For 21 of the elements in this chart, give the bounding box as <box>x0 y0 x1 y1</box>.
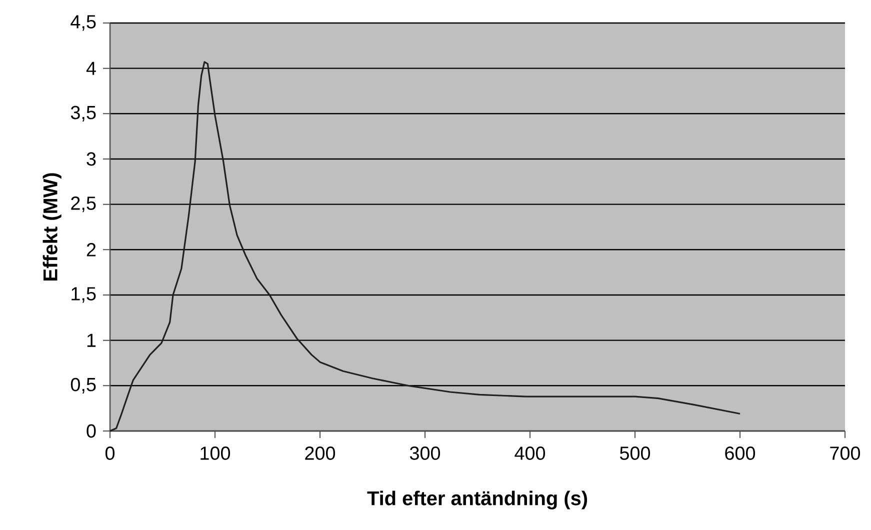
y-tick-label: 0 <box>86 424 96 438</box>
x-tick-label: 300 <box>410 446 440 460</box>
y-tick-label: 2 <box>86 243 96 256</box>
x-tick-label: 200 <box>305 446 336 460</box>
x-tick-label: 700 <box>830 446 860 460</box>
x-tick-label: 0 <box>105 446 115 460</box>
y-axis-title: Effekt (MW) <box>42 173 62 280</box>
x-tick-label: 600 <box>725 446 756 460</box>
line-series <box>109 61 741 432</box>
y-tick-label: 4,5 <box>70 15 96 31</box>
y-tick-label: 0,5 <box>70 378 96 394</box>
x-tick-label: 100 <box>200 446 230 460</box>
y-tick-label: 3 <box>86 152 96 166</box>
y-tick-label: 3,5 <box>70 106 96 122</box>
y-tick-label: 4 <box>86 62 96 75</box>
y-tick-label: 1 <box>87 334 96 347</box>
y-tick-label: 2,5 <box>71 196 96 212</box>
y-tick-label: 1,5 <box>72 287 96 303</box>
x-tick-label: 500 <box>620 446 650 460</box>
x-tick-label: 400 <box>514 446 546 460</box>
x-axis-title: Tid efter antändning (s) <box>367 490 588 510</box>
